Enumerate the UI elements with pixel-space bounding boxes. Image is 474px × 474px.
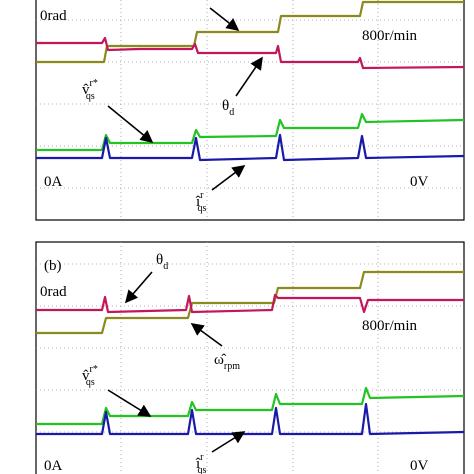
label: 0A: [44, 458, 63, 474]
label: 800r/min: [362, 318, 417, 334]
label: 800r/min: [362, 28, 417, 44]
symbol: θd: [222, 98, 234, 118]
symbol-sub: qs: [86, 91, 95, 102]
arrow: [211, 431, 246, 453]
voltage-trace: [36, 386, 465, 426]
symbol: ω̂rpm: [214, 352, 240, 372]
symbol-base: v̂: [82, 368, 90, 384]
symbol-base: ω̂: [214, 352, 227, 368]
symbol-sup: r*: [90, 78, 98, 89]
symbol-sub: d: [229, 107, 234, 118]
symbol-sup: r: [200, 452, 204, 463]
arrow: [107, 389, 152, 417]
voltage-trace: [36, 112, 465, 152]
symbol-base: θ: [156, 252, 163, 268]
label: 0rad: [40, 284, 67, 300]
angle-trace: [36, 36, 465, 70]
arrow: [235, 56, 263, 97]
arrow: [124, 271, 153, 304]
label: 0V: [410, 174, 429, 190]
panel-frame: [35, 0, 465, 221]
symbol-sup: r: [200, 190, 204, 201]
symbol: îr qs: [195, 190, 207, 214]
grid: [36, 0, 464, 220]
symbol-sup: r*: [90, 364, 98, 375]
symbol-sub: qs: [86, 377, 95, 388]
angle-trace: [36, 293, 464, 314]
panel-b: (b) 0rad 800r/min 0A 0V θd v̂r* qs ω̂rpm …: [35, 241, 465, 474]
panel-a: 0rad 800r/min 0A 0V v̂r* qs θd îr qs: [35, 0, 465, 221]
symbol: v̂r* qs: [82, 78, 98, 102]
symbol: v̂r* qs: [82, 364, 98, 388]
label: 0rad: [40, 8, 67, 24]
panel-tag: (b): [44, 258, 62, 274]
symbol-base: î: [195, 456, 201, 472]
arrow: [211, 165, 246, 191]
symbol-sub: rpm: [224, 361, 240, 372]
grid: [36, 242, 464, 474]
current-trace: [36, 133, 465, 162]
symbol: θd: [156, 252, 168, 272]
panel-frame: [35, 241, 465, 474]
label: 0V: [410, 458, 429, 474]
symbol-base: v̂: [82, 82, 90, 98]
speed-trace: [36, 270, 464, 335]
symbol-base: î: [195, 194, 201, 210]
symbol-sub: qs: [198, 203, 207, 214]
arrow: [190, 323, 223, 347]
symbol-sub: d: [163, 261, 168, 272]
label: 0A: [44, 174, 63, 190]
speed-trace: [36, 0, 464, 64]
symbol: îr qs: [195, 452, 207, 474]
arrow: [107, 105, 154, 144]
symbol-sub: qs: [198, 465, 207, 474]
symbol-base: θ: [222, 98, 229, 114]
current-trace: [36, 402, 465, 436]
arrow: [209, 7, 240, 31]
